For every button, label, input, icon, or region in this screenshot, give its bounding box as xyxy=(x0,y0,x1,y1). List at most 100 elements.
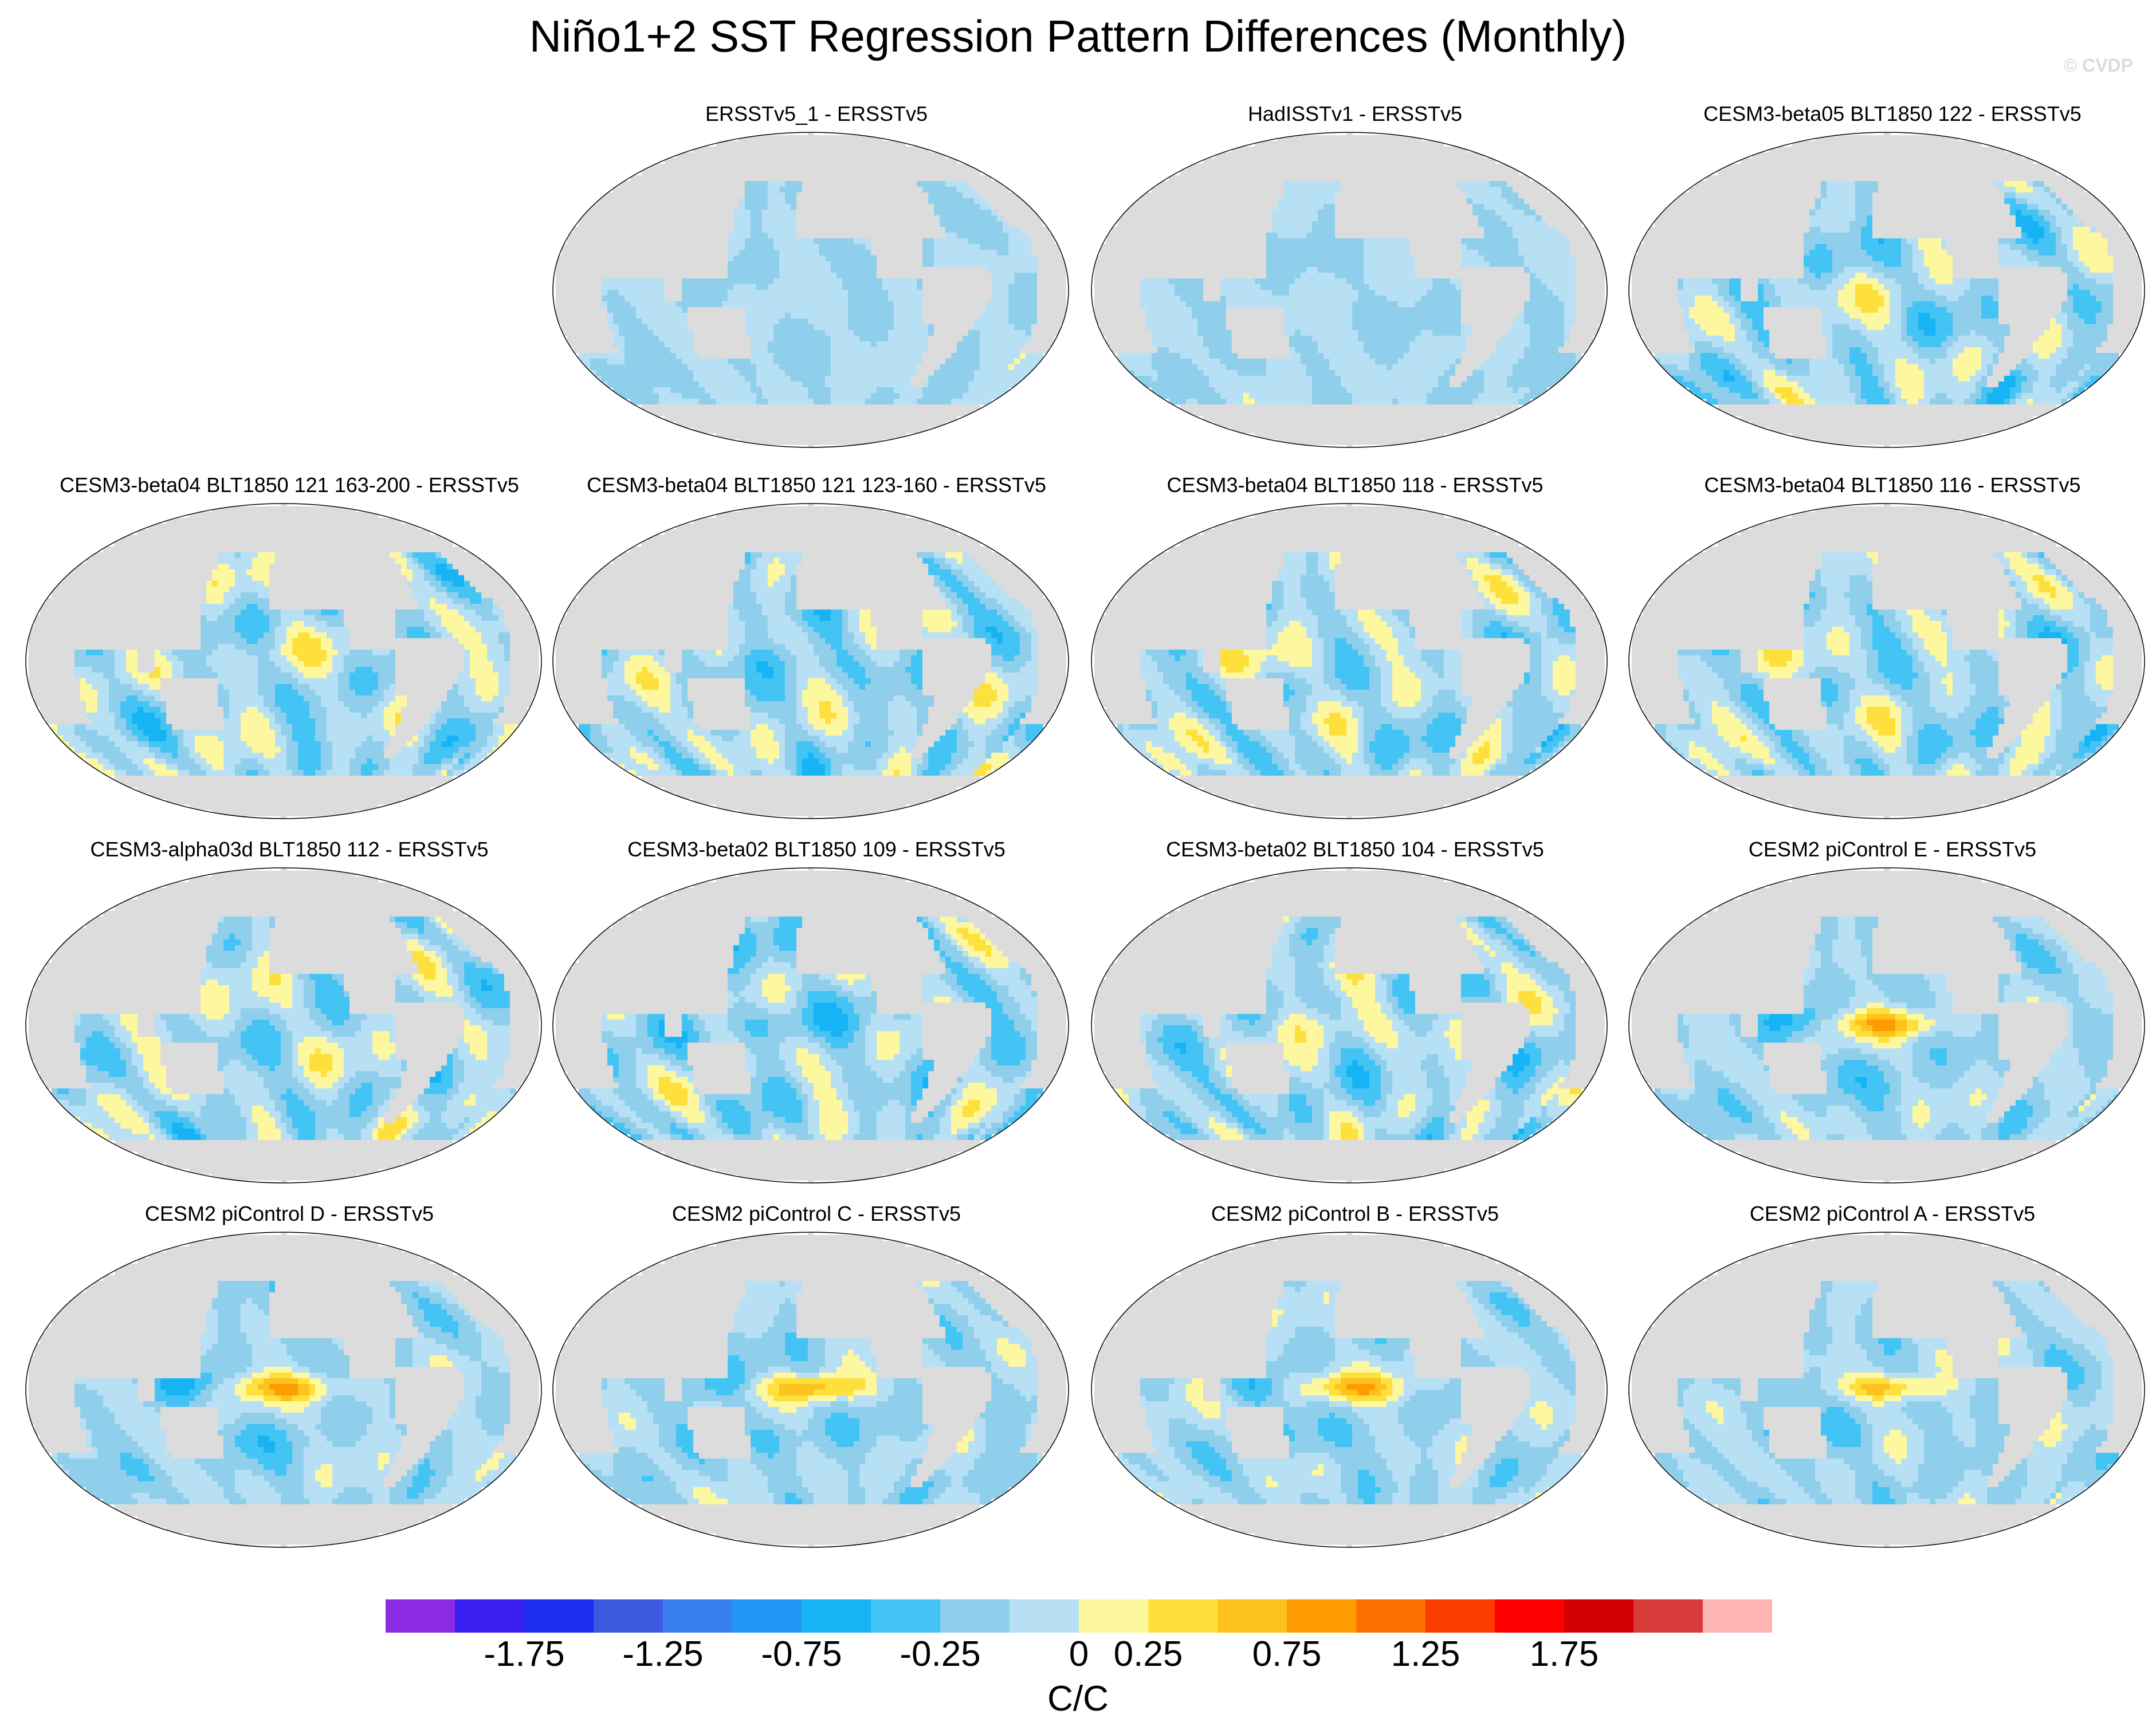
colorbar-swatch xyxy=(940,1599,1010,1633)
colorbar-swatch xyxy=(1287,1599,1357,1633)
map-border xyxy=(1091,867,1608,1184)
map-panel: CESM3-beta04 BLT1850 118 - ERSSTv5 xyxy=(1089,473,1621,828)
colorbar-ticks: -1.75 -1.25 -0.75 -0.25 0 0.25 0.75 1.25 1.75 xyxy=(0,1634,2156,1680)
colorbar-swatch xyxy=(1148,1599,1218,1633)
colorbar-swatch xyxy=(1010,1599,1079,1633)
map-panel: CESM2 piControl E - ERSSTv5 xyxy=(1626,838,2156,1193)
panel-title: CESM2 piControl D - ERSSTv5 xyxy=(11,1202,567,1226)
sst-field xyxy=(556,504,1066,819)
map-canvas xyxy=(552,867,1069,1184)
map-canvas xyxy=(25,503,542,819)
sst-field xyxy=(1094,1232,1605,1547)
map-border xyxy=(1628,132,2145,448)
colorbar-swatch xyxy=(1218,1599,1287,1633)
map-canvas xyxy=(1091,503,1608,819)
map-border xyxy=(552,867,1069,1184)
map-border xyxy=(552,132,1069,448)
map-panel: CESM3-alpha03d BLT1850 112 - ERSSTv5 xyxy=(23,838,556,1193)
colorbar-swatch xyxy=(1425,1599,1495,1633)
map-panel: CESM2 piControl B - ERSSTv5 xyxy=(1089,1202,1621,1557)
sst-field xyxy=(556,868,1066,1183)
colorbar-swatch xyxy=(871,1599,941,1633)
map-canvas xyxy=(552,503,1069,819)
colorbar-swatch xyxy=(1356,1599,1426,1633)
colorbar-swatch xyxy=(1495,1599,1565,1633)
empty-panel xyxy=(23,102,556,457)
map-panel: CESM3-beta04 BLT1850 121 123-160 - ERSST… xyxy=(550,473,1083,828)
colorbar-tick-label: -0.75 xyxy=(761,1634,842,1674)
colorbar-swatch xyxy=(524,1599,594,1633)
panel-title: CESM3-beta04 BLT1850 121 123-160 - ERSST… xyxy=(539,473,1094,497)
map-border xyxy=(1628,1232,2145,1548)
map-canvas xyxy=(1091,132,1608,448)
colorbar-swatch xyxy=(1703,1599,1772,1633)
sst-field xyxy=(556,1232,1066,1547)
map-canvas xyxy=(25,867,542,1184)
panel-title: HadISSTv1 - ERSSTv5 xyxy=(1077,102,1633,126)
map-border xyxy=(1091,132,1608,448)
colorbar-swatch xyxy=(1564,1599,1634,1633)
map-canvas xyxy=(1628,132,2145,448)
panel-title: CESM2 piControl C - ERSSTv5 xyxy=(539,1202,1094,1226)
sst-field xyxy=(556,132,1066,447)
panel-title: CESM3-alpha03d BLT1850 112 - ERSSTv5 xyxy=(11,838,567,862)
sst-field xyxy=(1094,868,1605,1183)
sst-field xyxy=(29,1232,539,1547)
sst-field xyxy=(29,868,539,1183)
colorbar-swatch xyxy=(594,1599,663,1633)
page-title: Niño1+2 SST Regression Pattern Differenc… xyxy=(0,10,2156,62)
map-border xyxy=(1628,867,2145,1184)
sst-field xyxy=(1632,504,2142,819)
colorbar-swatch xyxy=(1633,1599,1703,1633)
colorbar-tick-label: 1.25 xyxy=(1391,1634,1460,1674)
map-border xyxy=(1628,503,2145,819)
panel-title: CESM3-beta04 BLT1850 121 163-200 - ERSST… xyxy=(11,473,567,497)
colorbar-swatch xyxy=(455,1599,525,1633)
sst-field xyxy=(29,504,539,819)
panel-title: CESM2 piControl A - ERSSTv5 xyxy=(1615,1202,2156,1226)
colorbar-tick-label: -1.75 xyxy=(484,1634,564,1674)
map-canvas xyxy=(552,1232,1069,1548)
map-panel: CESM2 piControl A - ERSSTv5 xyxy=(1626,1202,2156,1557)
colorbar-swatch xyxy=(732,1599,802,1633)
sst-field xyxy=(1632,1232,2142,1547)
sst-field xyxy=(1632,132,2142,447)
colorbar-tick-label: 1.75 xyxy=(1530,1634,1599,1674)
map-panel: CESM3-beta04 BLT1850 116 - ERSSTv5 xyxy=(1626,473,2156,828)
map-canvas xyxy=(1091,1232,1608,1548)
map-panel: ERSSTv5_1 - ERSSTv5 xyxy=(550,102,1083,457)
panel-title: CESM2 piControl E - ERSSTv5 xyxy=(1615,838,2156,862)
panel-title: CESM3-beta04 BLT1850 118 - ERSSTv5 xyxy=(1077,473,1633,497)
panel-title: CESM2 piControl B - ERSSTv5 xyxy=(1077,1202,1633,1226)
colorbar-swatch xyxy=(802,1599,871,1633)
panel-title: CESM3-beta02 BLT1850 104 - ERSSTv5 xyxy=(1077,838,1633,862)
colorbar-tick-label: 0.75 xyxy=(1252,1634,1322,1674)
panel-title: CESM3-beta04 BLT1850 116 - ERSSTv5 xyxy=(1615,473,2156,497)
colorbar-swatch xyxy=(1079,1599,1149,1633)
colorbar-tick-label: -1.25 xyxy=(622,1634,703,1674)
map-panel: CESM2 piControl D - ERSSTv5 xyxy=(23,1202,556,1557)
map-panel: CESM3-beta05 BLT1850 122 - ERSSTv5 xyxy=(1626,102,2156,457)
colorbar-tick-label: 0 xyxy=(1069,1634,1089,1674)
colorbar-tick-label: -0.25 xyxy=(900,1634,980,1674)
colorbar-tick-label: 0.25 xyxy=(1114,1634,1183,1674)
map-border xyxy=(25,867,542,1184)
watermark: © CVDP xyxy=(2064,55,2133,76)
map-panel: CESM3-beta02 BLT1850 104 - ERSSTv5 xyxy=(1089,838,1621,1193)
map-panel: HadISSTv1 - ERSSTv5 xyxy=(1089,102,1621,457)
map-canvas xyxy=(1628,867,2145,1184)
colorbar-swatch xyxy=(386,1599,455,1633)
colorbar xyxy=(386,1599,1772,1633)
sst-field xyxy=(1632,868,2142,1183)
map-border xyxy=(1091,1232,1608,1548)
colorbar-units: C/C xyxy=(0,1678,2156,1719)
map-canvas xyxy=(1091,867,1608,1184)
map-border xyxy=(552,503,1069,819)
map-panel: CESM3-beta02 BLT1850 109 - ERSSTv5 xyxy=(550,838,1083,1193)
map-panel: CESM2 piControl C - ERSSTv5 xyxy=(550,1202,1083,1557)
sst-field xyxy=(1094,132,1605,447)
map-border xyxy=(1091,503,1608,819)
panel-title: ERSSTv5_1 - ERSSTv5 xyxy=(539,102,1094,126)
map-canvas xyxy=(1628,503,2145,819)
sst-field xyxy=(1094,504,1605,819)
